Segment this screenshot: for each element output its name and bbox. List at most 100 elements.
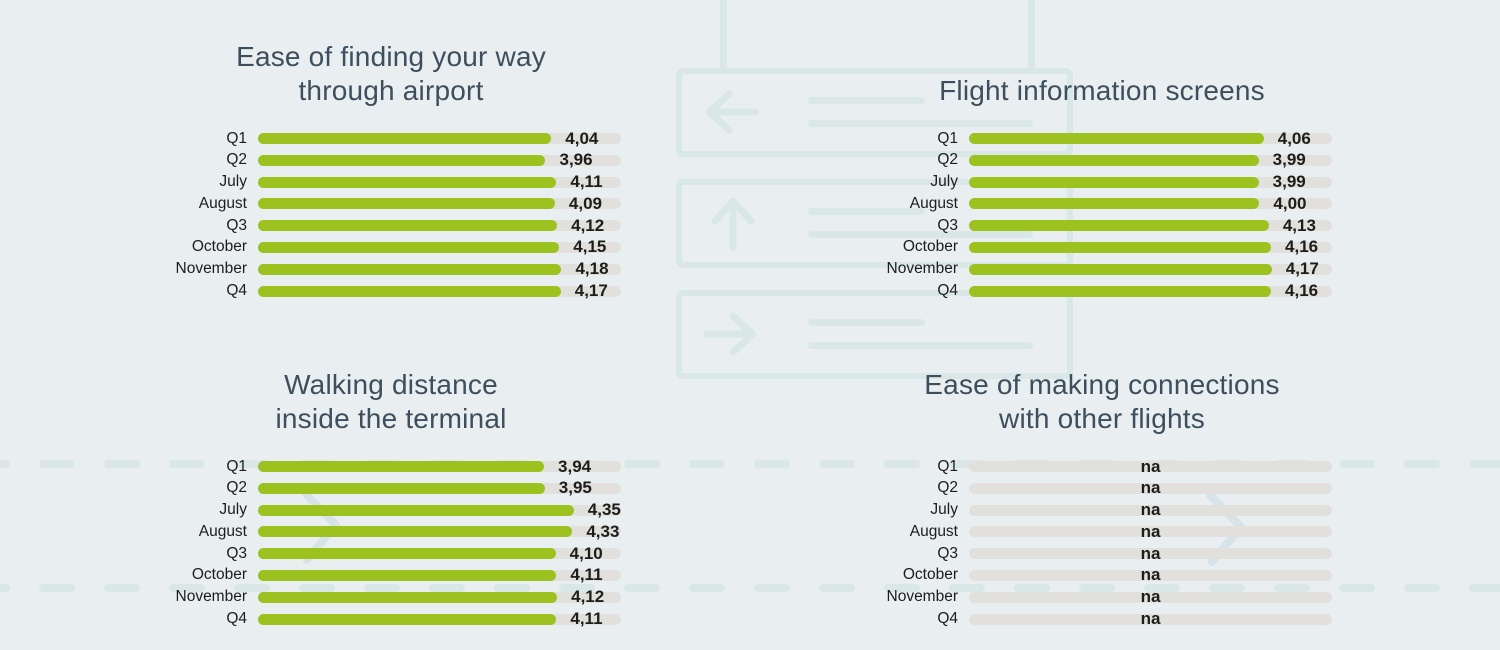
value-label: 4,13 xyxy=(1282,215,1316,235)
chart-row: Q3 4,12 xyxy=(111,216,671,235)
sign-text-line xyxy=(808,120,1033,127)
chart-row: October 4,15 xyxy=(111,237,671,256)
value-bar xyxy=(258,220,558,232)
chart-title-line: Walking distance xyxy=(284,369,498,400)
bar-track xyxy=(969,548,1332,560)
value-bar xyxy=(969,133,1264,144)
chart-row: Q1 3,94 xyxy=(111,457,671,476)
bar-track xyxy=(969,526,1332,538)
sign-post xyxy=(1028,0,1035,71)
value-bar xyxy=(258,133,552,144)
value-bar xyxy=(969,154,1259,166)
value-label: na xyxy=(1140,565,1161,585)
value-label: 4,00 xyxy=(1273,193,1307,213)
value-bar xyxy=(258,504,574,516)
chart-title-line: Flight information screens xyxy=(939,75,1265,106)
bar-track xyxy=(969,504,1332,516)
value-label: 4,11 xyxy=(570,565,603,585)
value-label: na xyxy=(1140,456,1161,476)
row-label: Q1 xyxy=(937,457,958,475)
chart-row: Q1 4,04 xyxy=(111,129,671,148)
value-bar xyxy=(969,263,1272,275)
chart-row: Q4 4,17 xyxy=(111,281,671,300)
row-label: August xyxy=(198,194,247,212)
airport-sign-panel xyxy=(676,68,1073,157)
chart-title-line: inside the terminal xyxy=(275,403,507,434)
row-label: Q4 xyxy=(226,282,247,300)
chart-rows: Q1 na Q2 na July na August na Q3 na October na Novem… xyxy=(822,457,1382,635)
row-label: Q4 xyxy=(226,610,247,628)
bar-track xyxy=(969,569,1332,581)
bar-track xyxy=(969,482,1332,494)
chart-row: August na xyxy=(822,522,1382,541)
value-bar xyxy=(258,154,546,166)
row-label: Q3 xyxy=(937,544,958,562)
chart-row: July 4,35 xyxy=(111,500,671,519)
value-label: 4,10 xyxy=(569,543,603,563)
value-bar xyxy=(258,548,556,560)
chart-row: August 4,00 xyxy=(822,194,1382,213)
chart-row: Q1 na xyxy=(822,457,1382,476)
row-label: November xyxy=(175,260,248,278)
chart-row: Q2 3,95 xyxy=(111,478,671,497)
row-label: July xyxy=(219,501,247,519)
chart-row: Q4 4,11 xyxy=(111,609,671,628)
value-label: 4,17 xyxy=(1285,259,1319,279)
sign-text-line xyxy=(808,342,1033,349)
value-label: 4,15 xyxy=(573,237,607,257)
value-label: na xyxy=(1140,587,1161,607)
row-label: July xyxy=(930,501,958,519)
row-label: Q1 xyxy=(226,457,247,475)
chart-title-line: through airport xyxy=(298,75,484,106)
value-bar xyxy=(258,263,562,275)
bar-track xyxy=(969,613,1332,625)
chart-title: Ease of making connections with other fl… xyxy=(822,368,1382,436)
row-label: October xyxy=(191,238,247,256)
chart-row: October 4,11 xyxy=(111,565,671,584)
sign-text-line xyxy=(808,231,1033,238)
value-label: na xyxy=(1140,543,1161,563)
airport-sign-panel xyxy=(676,290,1073,379)
chart-title-line: Ease of finding your way xyxy=(236,41,546,72)
value-bar xyxy=(969,220,1269,232)
chart-rows: Q1 3,94 Q2 3,95 July 4,35 August 4,33 Q3 4,10 Octo… xyxy=(111,457,671,635)
chart-rows: Q1 4,04 Q2 3,96 July 4,11 August 4,09 Q3 4,12 Octo… xyxy=(111,129,671,307)
value-label: 4,35 xyxy=(587,500,621,520)
value-label: 3,99 xyxy=(1272,172,1306,192)
row-label: Q1 xyxy=(226,129,247,147)
row-label: Q3 xyxy=(937,216,958,234)
value-bar xyxy=(258,198,555,210)
sign-text-line xyxy=(808,208,925,215)
bar-track xyxy=(969,591,1332,603)
value-label: na xyxy=(1140,478,1161,498)
chart-row: October 4,16 xyxy=(822,237,1382,256)
chart-ease-of-making-connections: Ease of making connections with other fl… xyxy=(822,368,1382,644)
value-label: 4,11 xyxy=(570,172,603,192)
chart-row: Q1 4,06 xyxy=(822,129,1382,148)
row-label: August xyxy=(198,522,247,540)
sign-post xyxy=(720,0,727,71)
right-arrow-icon xyxy=(703,312,757,356)
value-bar xyxy=(258,176,557,188)
value-label: 3,94 xyxy=(558,456,592,476)
chart-row: Q3 4,10 xyxy=(111,544,671,563)
value-label: 4,06 xyxy=(1277,128,1311,148)
value-bar xyxy=(258,482,545,494)
value-bar xyxy=(969,285,1272,297)
chart-row: August 4,33 xyxy=(111,522,671,541)
value-label: 3,95 xyxy=(558,478,592,498)
chart-walking-distance: Walking distance inside the terminal Q1 3… xyxy=(111,368,671,644)
row-label: Q2 xyxy=(937,151,958,169)
chart-title-line: Ease of making connections xyxy=(924,369,1280,400)
row-label: Q2 xyxy=(937,479,958,497)
row-label: August xyxy=(909,522,958,540)
value-bar xyxy=(258,613,557,625)
row-label: Q2 xyxy=(226,151,247,169)
chart-row: November na xyxy=(822,587,1382,606)
value-bar xyxy=(258,285,561,297)
row-label: November xyxy=(886,588,959,606)
chart-title-line: with other flights xyxy=(999,403,1205,434)
chart-row: Q2 na xyxy=(822,478,1382,497)
